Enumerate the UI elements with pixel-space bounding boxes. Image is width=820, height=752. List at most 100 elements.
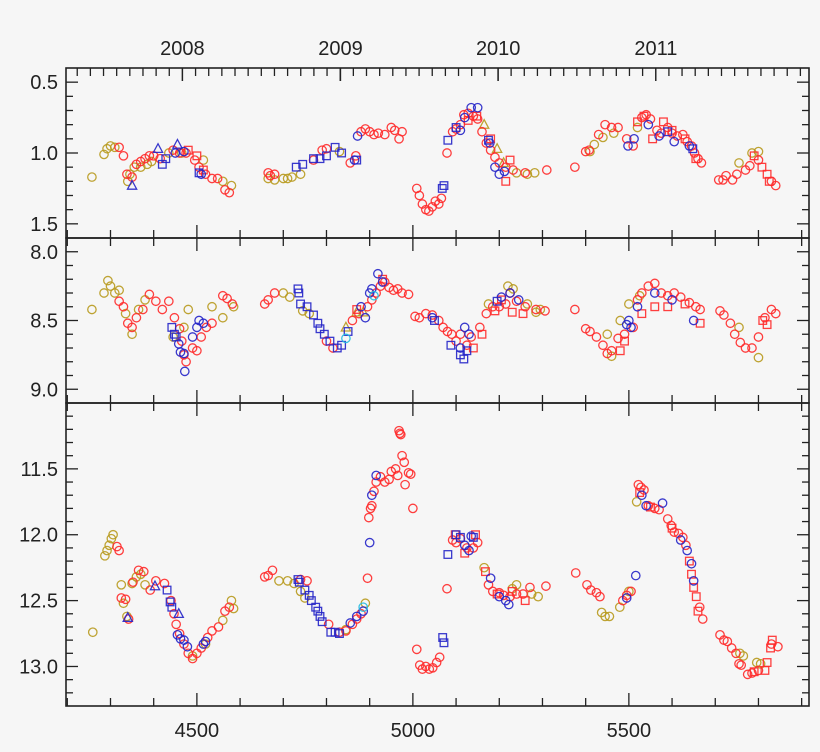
red-square-point [762, 320, 772, 330]
blue-circle-point [688, 575, 699, 586]
y-tick-label: 12.5 [19, 591, 58, 613]
blue-square-point [443, 135, 453, 145]
red-square-point [680, 134, 690, 144]
red-circle-point [133, 565, 144, 576]
red-circle-point [362, 301, 373, 312]
blue-circle-point [366, 490, 377, 501]
panel-frame-3 [65, 402, 810, 707]
red-circle-point [593, 129, 604, 140]
red-circle-point [436, 193, 447, 204]
red-circle-point [213, 622, 224, 632]
red-circle-point [722, 636, 733, 647]
red-square-point [505, 155, 515, 165]
red-square-point [492, 589, 502, 599]
blue-circle-point [630, 570, 641, 581]
blue-circle-point [505, 288, 515, 298]
blue-square-point [165, 597, 175, 607]
y-tick-label: 1.5 [30, 214, 58, 236]
red-circle-point [731, 648, 741, 659]
olive-circle-point [87, 304, 97, 315]
red-square-point [757, 162, 767, 172]
red-circle-point [157, 304, 168, 315]
red-circle-point [410, 311, 420, 322]
red-circle-point [570, 568, 581, 578]
blue-circle-point [352, 131, 363, 141]
y-tick-label: 11.5 [21, 459, 58, 481]
red-circle-point [114, 142, 124, 153]
year-label: 2010 [476, 38, 521, 60]
olive-circle-point [125, 169, 135, 180]
red-circle-point [373, 128, 384, 139]
olive-circle-point [127, 329, 137, 340]
blue-circle-point [371, 470, 382, 481]
blue-square-point [484, 135, 493, 145]
blue-circle-point [494, 169, 505, 180]
olive-circle-point [122, 611, 132, 622]
red-circle-point [726, 643, 737, 653]
olive-circle-point [734, 322, 744, 333]
blue-circle-point [377, 277, 388, 287]
red-circle-point [636, 288, 647, 298]
red-circle-point [403, 467, 414, 478]
red-circle-point [341, 626, 351, 636]
blue-circle-point [455, 343, 466, 353]
blue-square-point [334, 629, 344, 638]
blue-triangle-point [173, 607, 185, 619]
red-circle-point [267, 565, 278, 576]
y-tick-label: 9.0 [30, 379, 58, 401]
blue-square-point [337, 148, 347, 158]
red-circle-point [151, 575, 161, 586]
red-circle-point [585, 326, 595, 337]
red-circle-point [265, 170, 276, 181]
red-square-point [663, 302, 673, 312]
blue-circle-point [198, 639, 209, 649]
red-square-point [518, 309, 528, 319]
red-circle-point [171, 619, 182, 630]
olive-circle-point [585, 146, 595, 157]
olive-circle-point [535, 304, 546, 315]
red-square-point [520, 596, 530, 606]
blue-circle-point [466, 531, 477, 541]
red-circle-point [541, 165, 552, 175]
red-circle-point [263, 295, 274, 305]
blue-circle-point [373, 268, 383, 279]
red-square-point [635, 488, 645, 498]
red-circle-point [366, 500, 377, 511]
red-circle-point [400, 479, 410, 490]
red-circle-point [570, 162, 580, 173]
blue-square-point [167, 602, 177, 612]
blue-circle-point [459, 540, 470, 551]
blue-square-point [294, 577, 304, 587]
red-circle-point [606, 122, 617, 133]
olive-circle-point [624, 299, 634, 309]
red-circle-point [114, 545, 124, 556]
blue-square-point [462, 346, 472, 356]
red-circle-point [431, 657, 442, 668]
olive-triangle-point [340, 320, 352, 332]
olive-circle-point [217, 615, 228, 626]
red-circle-point [128, 577, 138, 588]
red-circle-point [518, 589, 528, 599]
olive-triangle-point [351, 305, 363, 317]
red-circle-point [224, 602, 235, 613]
blue-circle-point [490, 162, 500, 173]
olive-circle-point [282, 575, 293, 586]
red-circle-point [740, 343, 751, 353]
blue-square-point [443, 550, 453, 559]
red-circle-point [144, 150, 155, 161]
cyan-circle-point [369, 290, 379, 301]
red-circle-point [207, 318, 217, 329]
blue-circle-point [632, 301, 643, 312]
olive-circle-point [120, 308, 131, 319]
blue-circle-point [657, 498, 668, 508]
red-circle-point [397, 126, 407, 137]
red-circle-point [144, 289, 155, 300]
blue-square-point [438, 633, 448, 642]
red-square-point [468, 343, 478, 353]
blue-circle-point [351, 611, 362, 622]
blue-square-point [291, 162, 301, 172]
olive-circle-point [734, 158, 744, 168]
blue-square-point [439, 181, 449, 191]
